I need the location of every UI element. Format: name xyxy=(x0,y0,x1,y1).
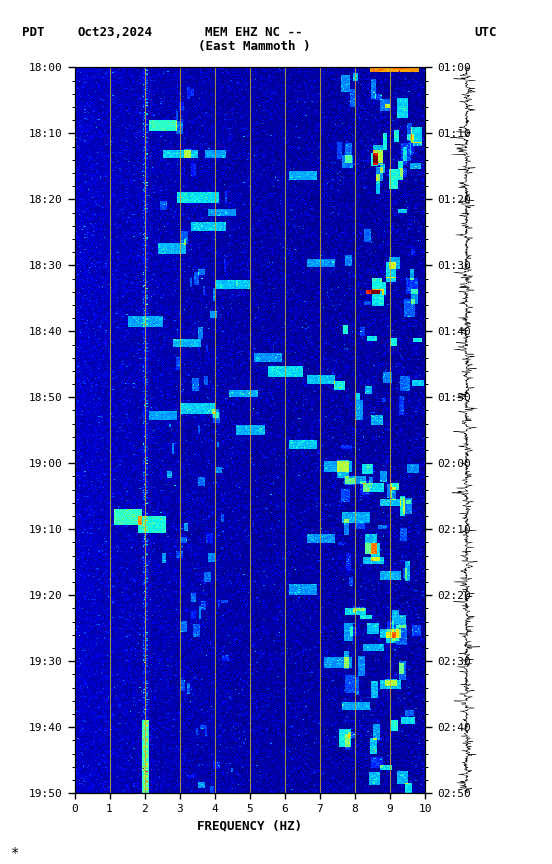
Text: UTC: UTC xyxy=(475,26,497,40)
Text: PDT: PDT xyxy=(22,26,45,40)
Text: (East Mammoth ): (East Mammoth ) xyxy=(198,40,310,53)
Text: Oct23,2024: Oct23,2024 xyxy=(77,26,152,40)
Text: MEM EHZ NC --: MEM EHZ NC -- xyxy=(205,26,302,39)
Text: *: * xyxy=(11,846,19,860)
X-axis label: FREQUENCY (HZ): FREQUENCY (HZ) xyxy=(197,819,302,832)
